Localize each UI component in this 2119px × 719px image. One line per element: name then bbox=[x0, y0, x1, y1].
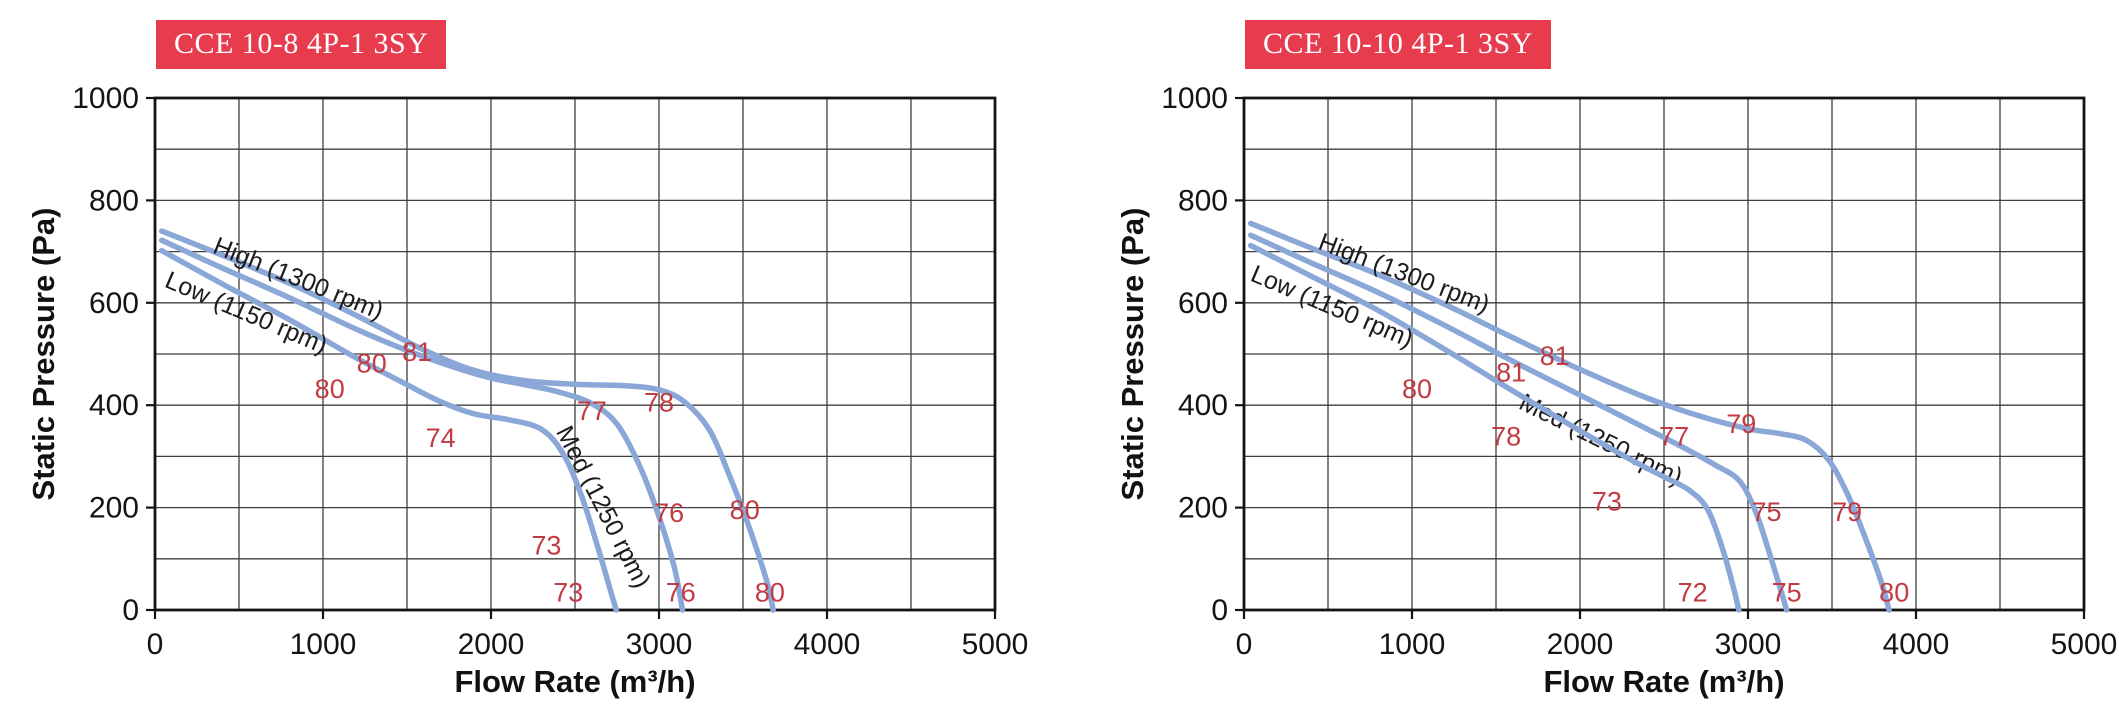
sound-level-label: 78 bbox=[644, 387, 674, 417]
x-tick-label: 4000 bbox=[794, 628, 861, 661]
y-tick-label: 400 bbox=[89, 389, 139, 422]
plot-border bbox=[153, 96, 997, 612]
chart-title-badge: CCE 10-10 4P-1 3SY bbox=[1245, 20, 1551, 69]
curve-high-1300-rpm bbox=[158, 228, 776, 613]
y-tick-label: 1000 bbox=[1161, 82, 1228, 115]
sound-level-label: 73 bbox=[531, 531, 561, 561]
chart-cce-10-10: CCE 10-10 4P-1 3SY Static Pressure (Pa) … bbox=[1089, 0, 2119, 719]
y-tick-label: 1000 bbox=[72, 82, 139, 115]
sound-level-label: 79 bbox=[1832, 497, 1862, 527]
x-tick-label: 0 bbox=[1236, 628, 1253, 661]
x-tick-label: 3000 bbox=[1715, 628, 1782, 661]
y-tick-label: 600 bbox=[89, 287, 139, 320]
curve-low-1150-rpm bbox=[158, 247, 619, 613]
x-tick-label: 0 bbox=[147, 628, 164, 661]
x-tick-label: 3000 bbox=[626, 628, 693, 661]
performance-curves-plot: 0 1000 2000 3000 4000 500002004006008001000Hi… bbox=[72, 82, 1029, 661]
sound-level-label: 77 bbox=[577, 396, 607, 426]
y-tick-label: 0 bbox=[122, 594, 139, 627]
y-tick-label: 0 bbox=[1211, 594, 1228, 627]
y-tick-label: 200 bbox=[1178, 492, 1228, 525]
sound-level-label: 80 bbox=[315, 374, 345, 404]
x-tick-label: 5000 bbox=[2051, 628, 2118, 661]
x-tick-label: 2000 bbox=[1547, 628, 1614, 661]
sound-level-label: 80 bbox=[357, 348, 387, 378]
sound-level-label: 75 bbox=[1772, 578, 1802, 608]
x-axis-title: Flow Rate (m³/h) bbox=[1543, 664, 1785, 699]
curve-low-1150-rpm bbox=[1247, 242, 1742, 613]
x-tick-label: 1000 bbox=[290, 628, 357, 661]
y-tick-label: 600 bbox=[1178, 287, 1228, 320]
sound-level-label: 80 bbox=[755, 578, 785, 608]
sound-level-label: 72 bbox=[1678, 578, 1708, 608]
sound-level-label: 80 bbox=[1402, 374, 1432, 404]
sound-level-label: 80 bbox=[1879, 578, 1909, 608]
sound-level-label: 81 bbox=[402, 337, 432, 367]
sound-level-label: 73 bbox=[553, 578, 583, 608]
sound-level-label: 73 bbox=[1592, 487, 1622, 517]
sound-level-label: 81 bbox=[1540, 341, 1570, 371]
performance-curves-plot: 0 1000 2000 3000 4000 500002004006008001000Hi… bbox=[1161, 82, 2118, 661]
sound-level-label: 80 bbox=[730, 495, 760, 525]
y-tick-label: 200 bbox=[89, 492, 139, 525]
y-tick-label: 800 bbox=[1178, 184, 1228, 217]
x-tick-label: 5000 bbox=[962, 628, 1029, 661]
sound-level-label: 76 bbox=[654, 498, 684, 528]
sound-level-label: 79 bbox=[1726, 409, 1756, 439]
sound-level-label: 76 bbox=[666, 578, 696, 608]
x-tick-label: 4000 bbox=[1883, 628, 1950, 661]
curve-med-1250-rpm bbox=[158, 237, 686, 613]
y-tick-label: 800 bbox=[89, 184, 139, 217]
sound-level-label: 78 bbox=[1491, 422, 1521, 452]
x-tick-label: 2000 bbox=[458, 628, 525, 661]
curve-med-1250-rpm bbox=[1247, 232, 1790, 613]
sound-level-label: 74 bbox=[426, 423, 456, 453]
sound-level-label: 77 bbox=[1659, 422, 1689, 452]
y-tick-label: 400 bbox=[1178, 389, 1228, 422]
sound-level-label: 81 bbox=[1496, 358, 1526, 388]
x-axis-title: Flow Rate (m³/h) bbox=[454, 664, 696, 699]
curve-high-1300-rpm bbox=[1247, 220, 1892, 613]
x-tick-label: 1000 bbox=[1379, 628, 1446, 661]
chart-cce-10-8: CCE 10-8 4P-1 3SY Static Pressure (Pa) 0… bbox=[0, 0, 1030, 719]
chart-title-badge: CCE 10-8 4P-1 3SY bbox=[156, 20, 447, 69]
sound-level-label: 75 bbox=[1751, 497, 1781, 527]
plot-border bbox=[1242, 96, 2086, 612]
